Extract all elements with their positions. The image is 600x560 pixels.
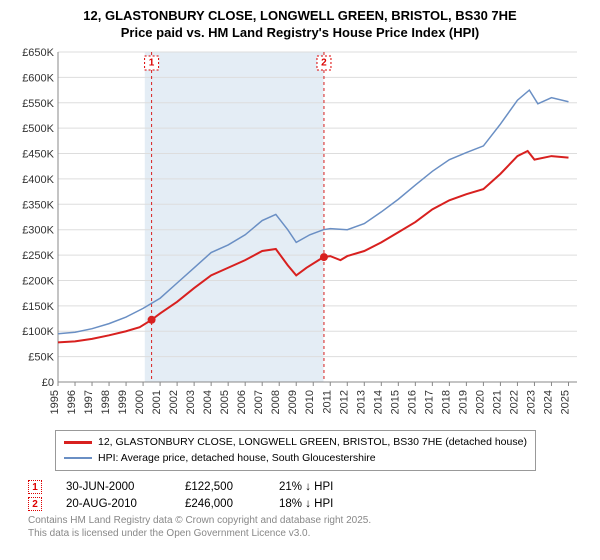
footnote-line-1: Contains HM Land Registry data © Crown c… <box>28 515 371 526</box>
svg-text:2012: 2012 <box>338 390 350 414</box>
svg-text:2008: 2008 <box>270 390 282 414</box>
sale-row-2: 2 20-AUG-2010 £246,000 18% ↓ HPI <box>28 497 590 511</box>
svg-text:2007: 2007 <box>253 390 265 414</box>
legend-swatch-hpi <box>64 457 92 459</box>
svg-text:2015: 2015 <box>389 390 401 414</box>
svg-text:1995: 1995 <box>49 390 61 414</box>
legend-row-property: 12, GLASTONBURY CLOSE, LONGWELL GREEN, B… <box>64 435 527 451</box>
svg-text:£50K: £50K <box>28 351 54 363</box>
chart-title: 12, GLASTONBURY CLOSE, LONGWELL GREEN, B… <box>10 8 590 42</box>
svg-text:£450K: £450K <box>22 148 54 160</box>
svg-text:2024: 2024 <box>542 390 554 414</box>
chart-container: 12, GLASTONBURY CLOSE, LONGWELL GREEN, B… <box>0 0 600 560</box>
sale-row-1: 1 30-JUN-2000 £122,500 21% ↓ HPI <box>28 480 590 494</box>
svg-text:£550K: £550K <box>22 98 54 110</box>
svg-text:2001: 2001 <box>151 390 163 414</box>
svg-text:2023: 2023 <box>525 390 537 414</box>
legend-box: 12, GLASTONBURY CLOSE, LONGWELL GREEN, B… <box>55 430 536 472</box>
svg-text:£0: £0 <box>42 377 54 389</box>
svg-text:2006: 2006 <box>236 390 248 414</box>
svg-text:2021: 2021 <box>491 390 503 414</box>
svg-text:£600K: £600K <box>22 72 54 84</box>
svg-text:2002: 2002 <box>168 390 180 414</box>
svg-text:1: 1 <box>149 57 155 68</box>
svg-text:£200K: £200K <box>22 275 54 287</box>
svg-text:£400K: £400K <box>22 174 54 186</box>
svg-text:2010: 2010 <box>304 390 316 414</box>
legend-label-hpi: HPI: Average price, detached house, Sout… <box>98 451 376 467</box>
svg-text:2019: 2019 <box>457 390 469 414</box>
svg-text:1998: 1998 <box>100 390 112 414</box>
svg-text:2014: 2014 <box>372 390 384 414</box>
svg-text:2011: 2011 <box>321 390 333 414</box>
sale-marker-1: 1 <box>28 480 42 494</box>
price-chart: £0 £50K £100K £150K £200K £250K £300K £350K £400… <box>10 46 585 426</box>
svg-text:2022: 2022 <box>508 390 520 414</box>
svg-text:£300K: £300K <box>22 224 54 236</box>
sale-date-2: 20-AUG-2010 <box>66 498 161 510</box>
svg-text:1997: 1997 <box>83 390 95 414</box>
svg-text:2017: 2017 <box>423 390 435 414</box>
sale-vs-hpi-2: 18% ↓ HPI <box>279 498 379 510</box>
svg-text:2016: 2016 <box>406 390 418 414</box>
sale-vs-hpi-1: 21% ↓ HPI <box>279 481 379 493</box>
legend-row-hpi: HPI: Average price, detached house, Sout… <box>64 451 527 467</box>
sale-data-points: 1 30-JUN-2000 £122,500 21% ↓ HPI 2 20-AU… <box>28 480 590 511</box>
title-line-1: 12, GLASTONBURY CLOSE, LONGWELL GREEN, B… <box>83 8 516 23</box>
svg-text:£500K: £500K <box>22 123 54 135</box>
svg-text:2: 2 <box>321 57 327 68</box>
svg-text:2009: 2009 <box>287 390 299 414</box>
svg-text:£100K: £100K <box>22 326 54 338</box>
legend-swatch-property <box>64 441 92 444</box>
chart-area: £0 £50K £100K £150K £200K £250K £300K £350K £400… <box>10 46 585 426</box>
svg-text:£150K: £150K <box>22 301 54 313</box>
svg-text:£250K: £250K <box>22 250 54 262</box>
svg-text:1996: 1996 <box>66 390 78 414</box>
sale-price-1: £122,500 <box>185 481 255 493</box>
svg-text:2000: 2000 <box>134 390 146 414</box>
svg-text:2003: 2003 <box>185 390 197 414</box>
svg-text:2020: 2020 <box>474 390 486 414</box>
sale-price-2: £246,000 <box>185 498 255 510</box>
svg-text:2004: 2004 <box>202 390 214 414</box>
sale-date-1: 30-JUN-2000 <box>66 481 161 493</box>
footnote-line-2: This data is licensed under the Open Gov… <box>28 528 310 539</box>
svg-text:2013: 2013 <box>355 390 367 414</box>
title-line-2: Price paid vs. HM Land Registry's House … <box>121 25 480 40</box>
footnote: Contains HM Land Registry data © Crown c… <box>28 515 590 540</box>
svg-text:2018: 2018 <box>440 390 452 414</box>
svg-text:2025: 2025 <box>559 390 571 414</box>
svg-text:£650K: £650K <box>22 47 54 59</box>
sale-marker-2: 2 <box>28 497 42 511</box>
svg-text:1999: 1999 <box>117 390 129 414</box>
legend-label-property: 12, GLASTONBURY CLOSE, LONGWELL GREEN, B… <box>98 435 527 451</box>
svg-text:£350K: £350K <box>22 199 54 211</box>
svg-text:2005: 2005 <box>219 390 231 414</box>
